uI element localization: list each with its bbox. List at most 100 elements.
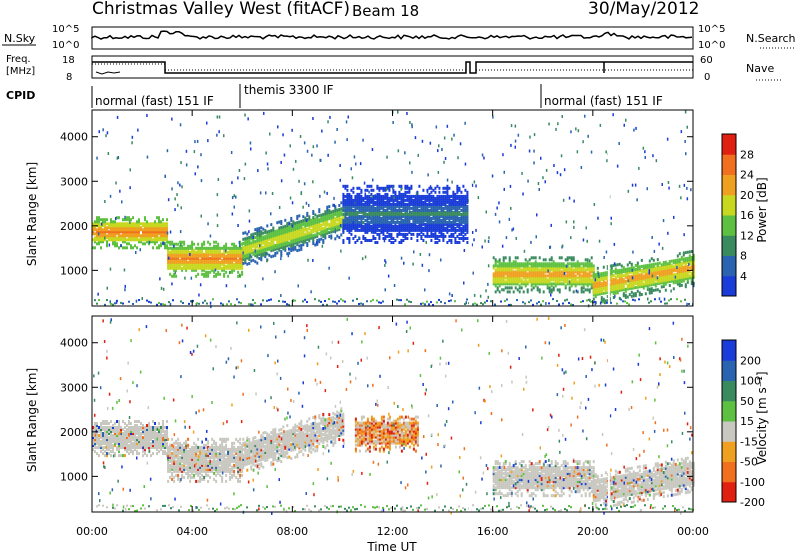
heatmap-cell — [618, 296, 621, 300]
heatmap-cell — [352, 214, 355, 218]
frequency-trace — [92, 61, 693, 74]
heatmap-cell — [448, 239, 451, 242]
heatmap-cell — [676, 260, 679, 264]
heatmap-cell — [237, 258, 240, 262]
heatmap-cell — [350, 224, 353, 228]
heatmap-cell — [426, 222, 429, 226]
heatmap-cell — [636, 279, 639, 283]
heatmap-cell — [421, 263, 424, 267]
heatmap-cell — [404, 218, 407, 222]
heatmap-cell — [359, 162, 362, 166]
heatmap-cell — [648, 273, 651, 277]
heatmap-cell — [526, 262, 529, 266]
heatmap-cell — [366, 206, 369, 210]
heatmap-cell — [514, 274, 517, 278]
heatmap-cell — [158, 246, 160, 250]
heatmap-cell — [616, 285, 619, 289]
heatmap-cell — [558, 290, 561, 294]
heatmap-cell — [362, 237, 365, 240]
heatmap-cell — [390, 184, 393, 188]
heatmap-cell — [568, 266, 571, 270]
heatmap-cell — [436, 216, 439, 220]
heatmap-cell — [348, 228, 351, 232]
heatmap-cell — [430, 216, 433, 220]
heatmap-cell — [504, 286, 507, 290]
heatmap-cell — [682, 271, 685, 275]
heatmap-cell — [570, 236, 572, 240]
heatmap-cell — [294, 239, 297, 243]
heatmap-cell — [318, 232, 321, 236]
heatmap-cell — [312, 238, 315, 242]
heatmap-cell — [624, 289, 627, 293]
heatmap-cell — [98, 220, 100, 224]
heatmap-cell — [506, 276, 509, 280]
heatmap-cell — [430, 190, 433, 194]
heatmap-cell — [330, 222, 333, 226]
heatmap-cell — [573, 225, 575, 229]
heatmap-cell — [530, 256, 533, 260]
heatmap-cell — [382, 218, 385, 222]
heatmap-cell — [652, 262, 655, 266]
heatmap-cell — [348, 202, 351, 206]
heatmap-cell — [203, 274, 206, 278]
heatmap-cell — [384, 202, 387, 206]
heatmap-cell — [384, 222, 387, 226]
heatmap-cell — [456, 234, 459, 238]
heatmap-cell — [638, 273, 641, 277]
heatmap-cell — [666, 264, 669, 268]
heatmap-cell — [322, 303, 324, 306]
heatmap-cell — [211, 264, 214, 268]
heatmap-cell — [508, 260, 511, 264]
heatmap-cell — [136, 228, 138, 232]
heatmap-cell — [596, 274, 599, 278]
heatmap-cell — [342, 212, 345, 216]
heatmap-cell — [438, 226, 441, 230]
heatmap-cell — [658, 265, 661, 269]
heatmap-cell — [382, 220, 385, 224]
heatmap-cell — [356, 196, 359, 200]
heatmap-cell — [666, 274, 669, 278]
heatmap-cell — [408, 196, 411, 200]
heatmap-cell — [328, 213, 331, 217]
heatmap-cell — [441, 148, 443, 151]
heatmap-cell — [326, 303, 328, 306]
heatmap-cell — [410, 198, 413, 202]
heatmap-cell — [440, 218, 443, 222]
heatmap-cell — [508, 274, 511, 278]
heatmap-cell — [636, 281, 639, 285]
heatmap-cell — [500, 276, 503, 280]
heatmap-cell — [438, 202, 441, 206]
heatmap-cell — [506, 264, 509, 268]
heatmap-cell — [502, 280, 505, 284]
heatmap-cell — [342, 216, 345, 220]
heatmap-cell — [120, 222, 122, 226]
heatmap-cell — [409, 121, 411, 124]
heatmap-cell — [388, 198, 391, 202]
heatmap-cell — [494, 270, 497, 274]
heatmap-cell — [458, 188, 461, 192]
heatmap-cell — [434, 226, 437, 230]
heatmap-cell — [498, 262, 501, 266]
heatmap-cell — [508, 217, 511, 221]
heatmap-cell — [274, 251, 277, 255]
heatmap-cell — [191, 244, 194, 248]
heatmap-cell — [206, 121, 208, 125]
heatmap-cell — [185, 258, 188, 262]
heatmap-cell — [225, 256, 228, 260]
heatmap-cell — [120, 228, 122, 232]
heatmap-cell — [570, 258, 573, 262]
heatmap-cell — [203, 252, 206, 256]
heatmap-cell — [162, 303, 164, 306]
heatmap-cell — [320, 158, 322, 162]
heatmap-cell — [175, 264, 178, 268]
heatmap-cell — [606, 291, 609, 294]
heatmap-cell — [404, 184, 407, 188]
heatmap-cell — [632, 284, 635, 288]
heatmap-cell — [400, 239, 403, 242]
heatmap-cell — [460, 216, 463, 220]
heatmap-cell — [640, 264, 643, 268]
heatmap-cell — [332, 229, 335, 233]
heatmap-cell — [556, 282, 559, 286]
heatmap-cell — [542, 280, 545, 284]
heatmap-cell — [384, 220, 387, 224]
